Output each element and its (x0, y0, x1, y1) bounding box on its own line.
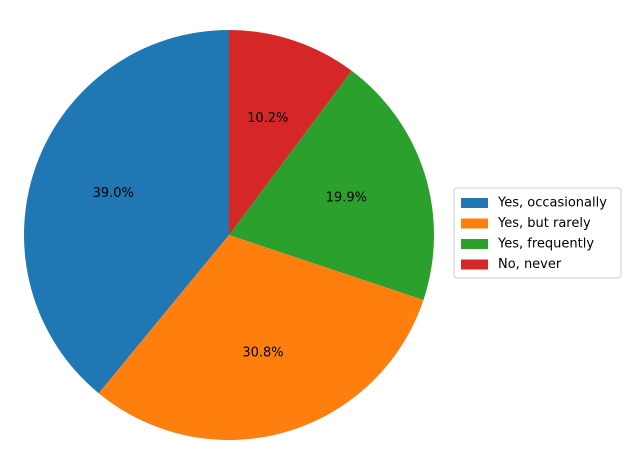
legend-entries: Yes, occasionally Yes, but rarely Yes, fre… (461, 196, 607, 272)
legend-frame (453, 187, 622, 279)
legend-swatch-yes-but-rarely (461, 218, 488, 229)
legend-swatch-yes-frequently (461, 239, 488, 249)
slice-value-label: 30.8% (242, 346, 283, 361)
slice-value-labels: 39.0% 30.8% 19.9% 10.2% (93, 111, 367, 361)
pie-slice-yes-occasionally (23, 30, 229, 394)
legend-label-yes-frequently: Yes, frequently (497, 237, 594, 252)
slice-value-label: 10.2% (247, 111, 288, 126)
slice-value-label: 39.0% (93, 186, 134, 201)
pie-slices (23, 30, 434, 440)
pie-slice-yes-frequently (229, 70, 434, 300)
legend-swatch-yes-occasionally (461, 198, 488, 208)
legend: Yes, occasionally Yes, but rarely Yes, fre… (453, 187, 622, 279)
pie-slice-no-never (229, 30, 352, 235)
legend-label-no-never: No, never (498, 257, 562, 272)
legend-swatch-no-never (461, 259, 488, 270)
legend-label-yes-occasionally: Yes, occasionally (497, 196, 607, 211)
pie-slice-yes-but-rarely (98, 235, 424, 440)
legend-label-yes-but-rarely: Yes, but rarely (497, 216, 591, 231)
slice-value-label: 19.9% (326, 191, 367, 206)
